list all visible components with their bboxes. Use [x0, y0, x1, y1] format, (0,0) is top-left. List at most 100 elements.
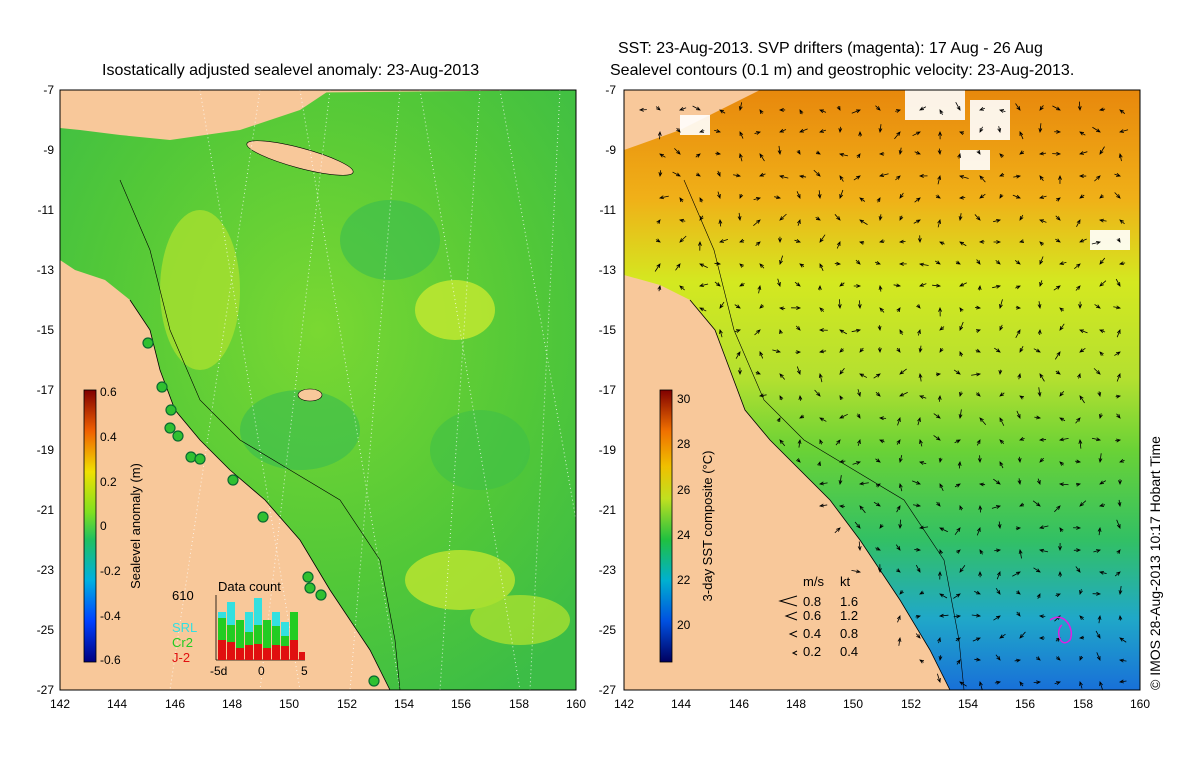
velocity-arrow [915, 633, 921, 639]
velocity-arrow [936, 501, 941, 507]
svg-text:-11: -11 [600, 203, 617, 217]
velocity-arrow [1037, 301, 1042, 310]
velocity-arrow [839, 282, 845, 287]
left-map [60, 90, 576, 690]
velocity-arrow [919, 282, 927, 287]
velocity-arrow [853, 175, 861, 181]
velocity-arrow [895, 175, 901, 181]
velocity-arrow [873, 501, 881, 507]
velocity-arrow [1116, 549, 1121, 554]
velocity-arrow [994, 347, 1001, 353]
velocity-arrow [957, 153, 961, 159]
velocity-arrow [1016, 410, 1021, 419]
velocity-arrow [953, 614, 962, 619]
velocity-arrow [934, 260, 941, 265]
svg-text:-25: -25 [37, 623, 55, 637]
velocity-arrow [875, 458, 881, 463]
svg-text:24: 24 [677, 528, 691, 542]
svg-text:1.6: 1.6 [840, 594, 858, 609]
velocity-arrow [737, 212, 742, 222]
velocity-arrow [899, 192, 904, 199]
velocity-arrow [978, 504, 983, 513]
velocity-arrow [898, 261, 907, 266]
velocity-arrow [799, 263, 805, 268]
velocity-arrow [779, 213, 787, 221]
velocity-arrow [733, 173, 742, 178]
velocity-arrow [679, 218, 686, 223]
sealevel-colorbar: 0.6 0.4 0.2 0 -0.2 -0.4 -0.6 Sealevel an… [83, 385, 143, 667]
svg-text:152: 152 [337, 697, 357, 711]
velocity-arrow [839, 175, 844, 182]
velocity-arrow [1052, 151, 1062, 156]
velocity-arrow [874, 260, 881, 265]
velocity-arrow [1099, 194, 1104, 199]
svg-text:-0.2: -0.2 [100, 564, 121, 578]
velocity-arrow [1038, 437, 1047, 442]
velocity-arrow [919, 659, 925, 664]
velocity-arrow [1099, 257, 1106, 265]
velocity-arrow [859, 241, 865, 245]
velocity-arrow [939, 527, 948, 533]
velocity-arrow [1033, 680, 1042, 685]
velocity-arrow [1114, 351, 1121, 356]
velocity-arrow [937, 570, 942, 580]
velocity-arrow [998, 369, 1003, 376]
velocity-arrow [1056, 197, 1061, 202]
velocity-arrow [971, 372, 982, 377]
velocity-arrow [778, 306, 786, 311]
svg-text:5: 5 [301, 664, 308, 678]
velocity-arrow [739, 263, 744, 268]
svg-text:-11: -11 [38, 203, 55, 217]
velocity-arrow [1099, 280, 1107, 287]
velocity-arrow [779, 373, 786, 380]
velocity-arrow [699, 307, 707, 312]
velocity-arrow [957, 460, 962, 469]
velocity-arrow [658, 170, 663, 178]
velocity-arrow [1033, 348, 1041, 353]
velocity-arrow [1114, 571, 1121, 577]
velocity-arrow [1079, 500, 1087, 507]
velocity-arrow [877, 325, 882, 332]
velocity-arrow [699, 283, 709, 287]
velocity-arrow [1016, 611, 1021, 617]
velocity-arrow [1059, 391, 1065, 397]
right-lat-axis: -7 -9 -11 -13 -15 -17 -19 -21 -23 -25 -2… [599, 83, 617, 697]
velocity-arrow [1019, 239, 1025, 243]
velocity-arrow [1096, 652, 1101, 661]
velocity-arrow [735, 351, 741, 359]
velocity-arrow [817, 190, 822, 200]
svg-text:0.4: 0.4 [100, 430, 117, 444]
velocity-arrow [1054, 681, 1061, 685]
velocity-arrow [739, 131, 744, 139]
velocity-arrow [859, 197, 866, 202]
velocity-arrow [896, 505, 901, 513]
velocity-arrow [919, 439, 923, 447]
data-count-inset: Data count 610 SRL Cr2 J-2 -5d 0 5 [172, 579, 308, 678]
velocity-arrow [1078, 174, 1087, 178]
velocity-arrow [918, 174, 928, 178]
velocity-arrow [719, 329, 723, 338]
velocity-arrow [1074, 459, 1082, 464]
svg-text:-21: -21 [37, 503, 55, 517]
velocity-arrow [1034, 415, 1042, 420]
svg-text:28: 28 [677, 437, 691, 451]
velocity-arrow [834, 214, 841, 221]
velocity-arrow [852, 461, 861, 465]
velocity-arrow [896, 347, 901, 353]
velocity-arrow [838, 504, 845, 509]
velocity-arrow [739, 238, 745, 243]
velocity-arrow [1094, 175, 1101, 182]
velocity-arrow [779, 395, 784, 401]
velocity-arrow [1079, 131, 1086, 136]
velocity-arrow [1092, 591, 1102, 596]
velocity-arrow [958, 409, 963, 420]
velocity-arrow [754, 131, 761, 135]
velocity-arrow [859, 505, 866, 514]
velocity-arrow [1095, 630, 1101, 639]
velocity-arrow [777, 278, 781, 287]
velocity-arrow [839, 395, 844, 401]
velocity-arrow [917, 329, 921, 336]
velocity-arrow [835, 439, 841, 446]
velocity-arrow [676, 127, 681, 133]
velocity-arrow [1098, 107, 1106, 112]
